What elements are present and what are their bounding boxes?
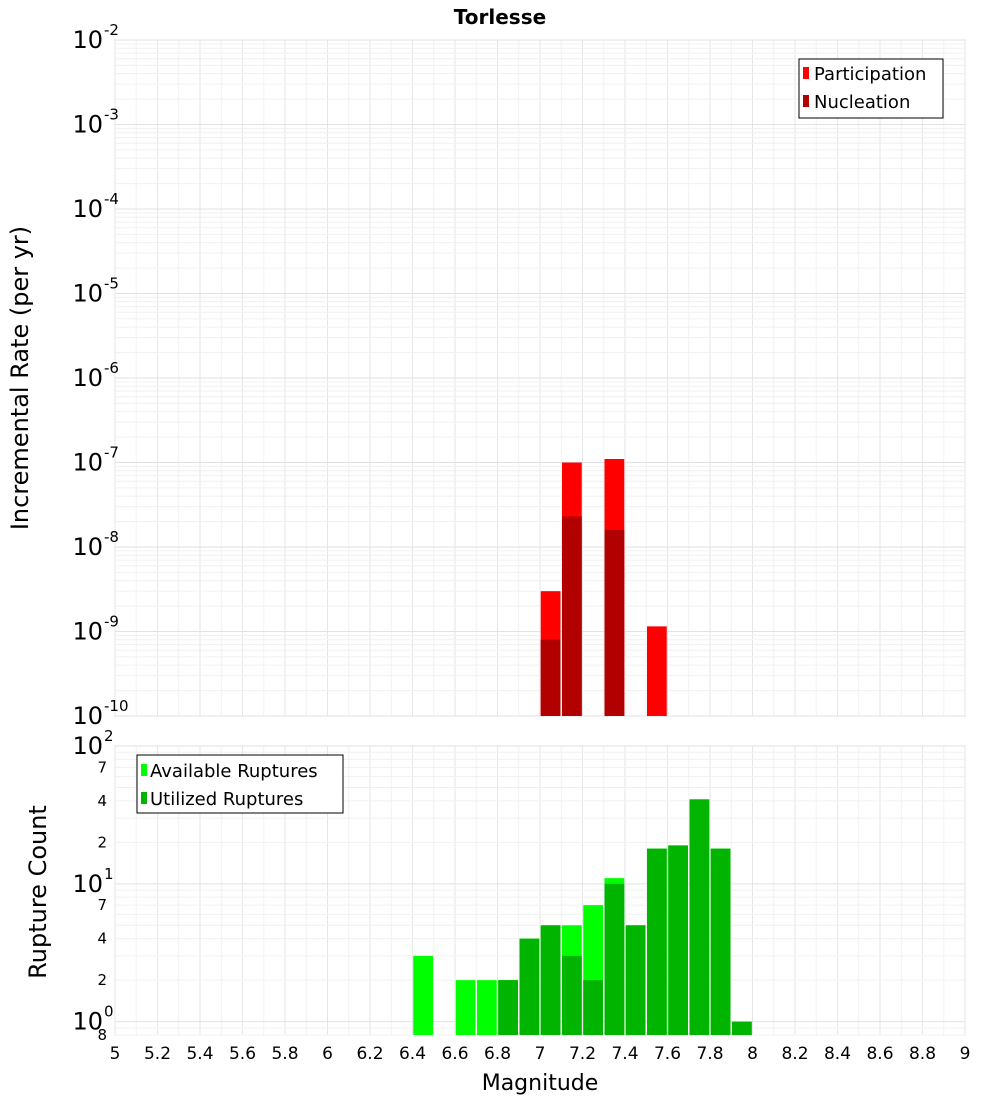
rate-y-tick-label: 10 [72,618,103,646]
rate-y-tick-label: 10 [72,280,103,308]
x-tick-label: 7 [535,1044,546,1064]
x-axis-ticks: 5 5.2 5.4 5.6 5.8 6 6.2 6.4 6.6 6.8 7 7.2 7.4 7.6 7.8 8… [110,1044,971,1064]
nucleation-legend-swatch [803,95,809,107]
count-legend: Available Ruptures Utilized Ruptures [136,754,344,814]
x-tick-label: 8 [747,1044,758,1064]
rate-y-tick-label: 10 [72,533,103,561]
count-y-minor-tick-label: 8 [97,1026,107,1044]
s0-bar [455,980,476,1035]
rate-y-tick-label: 10 [72,195,103,223]
count-y-minor-tick-label: 4 [97,792,107,810]
x-tick-label: 7.4 [611,1044,638,1064]
participation-legend-swatch [803,67,809,79]
rate-y-tick-label-exponent: -4 [104,190,119,208]
x-tick-label: 5 [110,1044,121,1064]
s0-bar [413,955,433,1035]
x-tick-label: 7.8 [696,1044,723,1064]
count-y-minor-tick-label: 4 [97,930,107,948]
s1-bar [583,980,603,1035]
count-grid [114,745,966,1036]
s1-bar [689,799,710,1035]
chart-title: Torlesse [454,5,546,29]
nucleation-legend-label: Nucleation [814,92,910,113]
s1-bar [498,980,518,1035]
x-tick-label: 5.8 [271,1044,298,1064]
s1-bar [604,529,625,716]
rate-y-tick-label-exponent: -3 [104,106,119,124]
x-tick-label: 6.6 [441,1044,468,1064]
s1-bar [604,883,625,1035]
s1-bar [562,516,582,716]
x-tick-label: 6.2 [356,1044,383,1064]
available-legend-label: Available Ruptures [150,761,318,782]
x-tick-label: 8.8 [909,1044,936,1064]
rate-y-tick-label-exponent: -10 [104,697,129,715]
rate-y-tick-label: 10 [72,449,103,477]
count-y-tick-label: 10 [72,732,103,760]
count-y-minor-tick-label: 2 [97,833,107,851]
x-tick-label: 7.6 [654,1044,681,1064]
x-tick-label: 5.2 [144,1044,171,1064]
rate-y-tick-label-exponent: -9 [104,613,119,631]
rate-y-tick-label-exponent: -8 [104,528,119,546]
x-tick-label: 8.4 [824,1044,851,1064]
count-y-tick-label: 10 [72,1008,103,1036]
utilized-legend-swatch [141,792,147,804]
rate-grid [114,39,966,717]
rate-panel: 10-210-310-410-510-610-710-810-910-10 In… [6,21,966,730]
s0-bar [647,626,667,716]
s1-bar [668,845,688,1035]
rate-y-tick-label: 10 [72,111,103,139]
count-y-tick-label-exponent: 2 [104,727,114,745]
x-tick-label: 7.2 [569,1044,596,1064]
count-y-minor-tick-label: 2 [97,971,107,989]
rate-bars [540,459,667,716]
rate-legend: Participation Nucleation [798,58,944,119]
s1-bar [710,848,731,1035]
count-y-axis-label: Rupture Count [24,805,52,979]
rate-y-tick-label: 10 [72,364,103,392]
count-y-tick-label: 10 [72,870,103,898]
x-tick-label: 8.2 [781,1044,808,1064]
count-y-tick-label-exponent: 1 [104,865,114,883]
count-y-minor-tick-label: 7 [97,758,107,776]
available-legend-swatch [141,764,147,776]
rate-y-tick-label: 10 [72,702,103,730]
s1-bar [625,925,646,1035]
x-tick-label: 6.4 [399,1044,426,1064]
s1-bar [647,848,667,1035]
s1-bar [540,639,561,716]
x-axis-label: Magnitude [482,1071,599,1096]
s1-bar [562,955,582,1035]
rate-y-tick-label-exponent: -5 [104,275,119,293]
x-tick-label: 5.6 [229,1044,256,1064]
rate-y-tick-label-exponent: -2 [104,21,119,39]
x-tick-label: 6 [322,1044,333,1064]
rate-y-tick-label-exponent: -7 [104,444,119,462]
s1-bar [732,1021,752,1035]
count-y-minor-tick-label: 7 [97,896,107,914]
s0-bar [477,980,497,1035]
rate-y-tick-label-exponent: -6 [104,359,119,377]
rate-y-axis-label: Incremental Rate (per yr) [6,226,34,530]
count-bars [413,799,752,1035]
s1-bar [540,925,561,1035]
count-y-tick-label-exponent: 0 [104,1003,114,1021]
x-tick-label: 6.8 [484,1044,511,1064]
x-tick-label: 9 [960,1044,971,1064]
s1-bar [519,938,540,1035]
utilized-legend-label: Utilized Ruptures [150,789,303,810]
x-tick-label: 8.6 [866,1044,893,1064]
participation-legend-label: Participation [814,64,926,85]
x-tick-label: 5.4 [186,1044,213,1064]
rate-y-tick-label: 10 [72,26,103,54]
rate-y-ticks: 10-210-310-410-510-610-710-810-910-10 [72,21,128,730]
